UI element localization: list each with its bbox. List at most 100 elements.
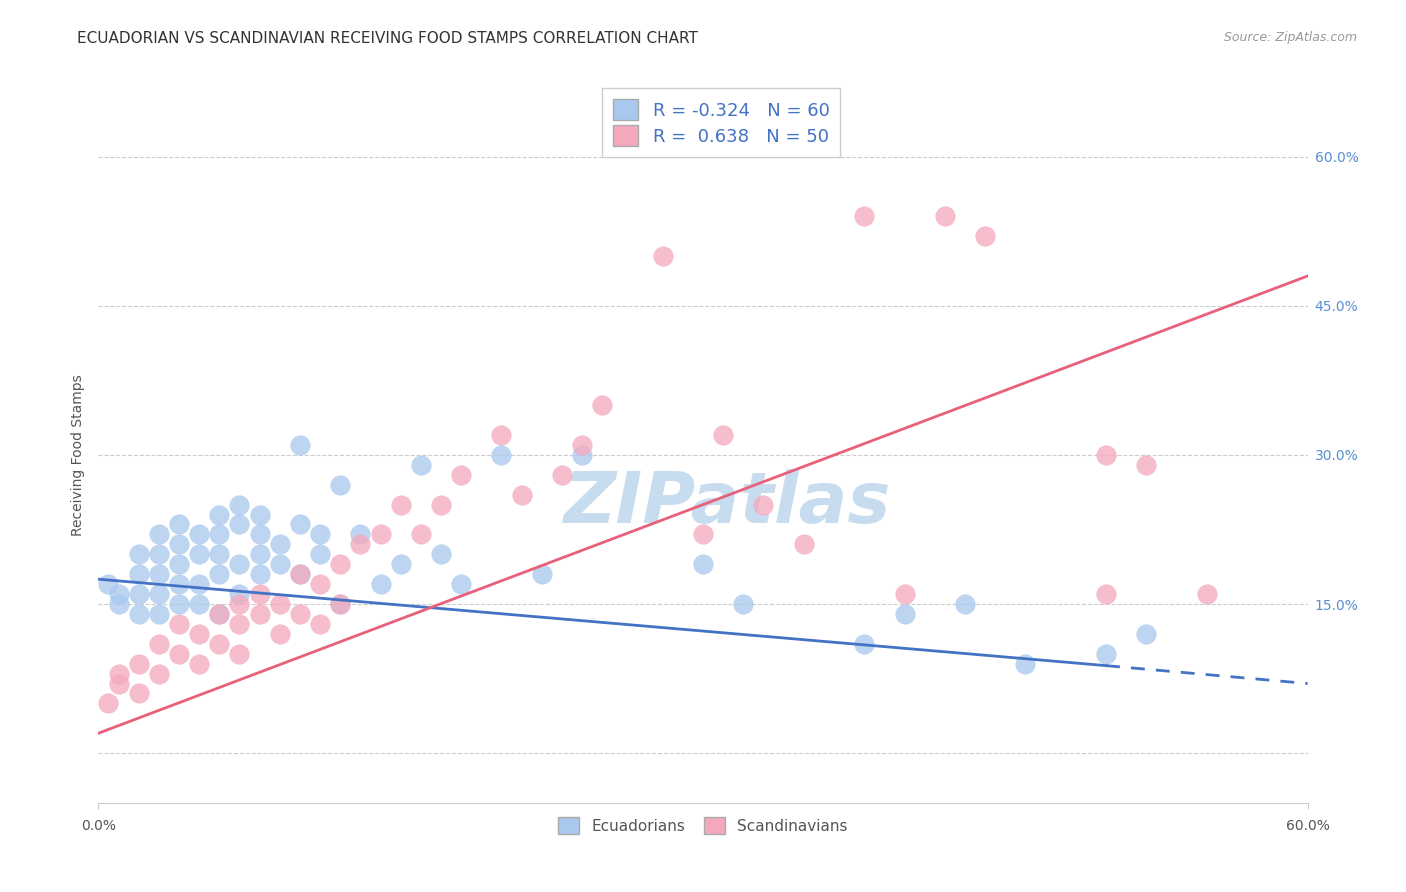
Point [128,686,150,700]
Point [228,517,250,532]
Point [167,558,190,572]
Point [228,558,250,572]
Point [853,637,876,651]
Point [148,547,170,561]
Point [288,567,311,582]
Point [208,527,231,541]
Point [107,676,129,690]
Point [188,527,211,541]
Point [389,498,412,512]
Point [1095,587,1118,601]
Point [692,527,714,541]
Point [571,448,593,462]
Point [249,547,271,561]
Point [167,577,190,591]
Point [450,577,472,591]
Point [409,458,432,472]
Point [692,558,714,572]
Point [974,229,997,244]
Point [188,547,211,561]
Point [409,527,432,541]
Point [571,438,593,452]
Point [893,607,915,621]
Point [430,547,453,561]
Point [228,498,250,512]
Point [733,597,755,611]
Point [97,697,120,711]
Point [329,477,352,491]
Point [107,587,129,601]
Point [329,597,352,611]
Point [491,428,513,442]
Point [288,607,311,621]
Point [167,537,190,551]
Point [288,517,311,532]
Point [128,547,150,561]
Point [1095,448,1118,462]
Point [711,428,734,442]
Point [148,607,170,621]
Point [329,558,352,572]
Point [107,666,129,681]
Point [269,627,291,641]
Point [893,587,915,601]
Point [249,508,271,522]
Point [97,577,120,591]
Point [128,607,150,621]
Point [1135,627,1157,641]
Point [934,210,956,224]
Point [450,467,472,482]
Point [752,498,775,512]
Point [269,537,291,551]
Point [249,527,271,541]
Point [530,567,553,582]
Point [128,657,150,671]
Point [309,527,332,541]
Point [288,438,311,452]
Text: ECUADORIAN VS SCANDINAVIAN RECEIVING FOOD STAMPS CORRELATION CHART: ECUADORIAN VS SCANDINAVIAN RECEIVING FOO… [77,31,699,46]
Point [228,597,250,611]
Point [329,597,352,611]
Legend: Ecuadorians, Scandinavians: Ecuadorians, Scandinavians [553,811,853,840]
Point [148,527,170,541]
Point [228,647,250,661]
Point [288,567,311,582]
Point [430,498,453,512]
Point [167,616,190,631]
Point [370,577,392,591]
Point [167,647,190,661]
Point [188,657,211,671]
Point [208,607,231,621]
Point [309,547,332,561]
Point [228,616,250,631]
Point [128,567,150,582]
Point [269,558,291,572]
Point [208,508,231,522]
Point [853,210,876,224]
Point [148,637,170,651]
Point [793,537,815,551]
Point [167,597,190,611]
Point [510,488,533,502]
Point [167,517,190,532]
Point [1014,657,1036,671]
Point [249,607,271,621]
Point [1095,647,1118,661]
Point [208,637,231,651]
Point [389,558,412,572]
Point [128,587,150,601]
Point [491,448,513,462]
Point [953,597,976,611]
Point [309,577,332,591]
Point [188,577,211,591]
Point [1135,458,1157,472]
Point [208,567,231,582]
Point [591,398,613,412]
Point [188,597,211,611]
Point [208,607,231,621]
Point [148,587,170,601]
Y-axis label: Receiving Food Stamps: Receiving Food Stamps [70,374,84,536]
Point [208,547,231,561]
Point [349,537,371,551]
Point [228,587,250,601]
